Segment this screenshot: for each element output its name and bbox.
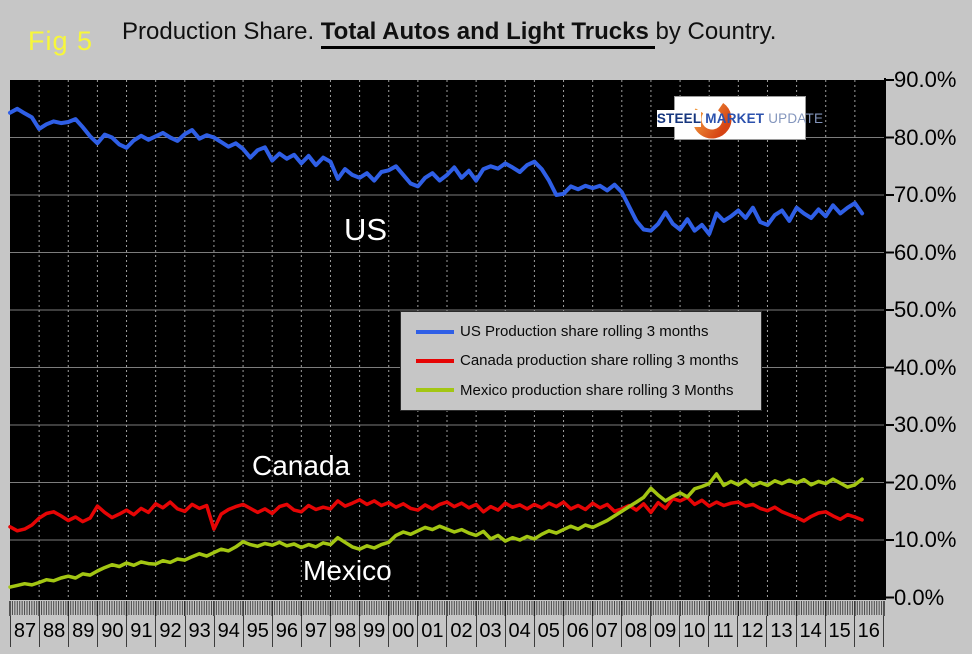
x-tick-label: 98 — [330, 616, 359, 647]
y-tick-label: 80.0% — [894, 124, 957, 150]
x-tick-label: 01 — [417, 616, 446, 647]
chart-title: Production Share. Total Autos and Light … — [122, 18, 777, 49]
legend-line-swatch — [416, 388, 454, 393]
logo-swoosh-icon — [692, 99, 732, 139]
logo-word-update: UPDATE — [768, 110, 824, 126]
y-tick-label: 20.0% — [894, 469, 957, 495]
y-tick-label: 70.0% — [894, 182, 957, 207]
legend: US Production share rolling 3 months Cana… — [400, 311, 762, 411]
y-tick-label: 0.0% — [894, 584, 945, 610]
legend-row: Canada production share rolling 3 months — [416, 352, 761, 369]
legend-line-swatch — [416, 329, 454, 334]
legend-label: US Production share rolling 3 months — [460, 323, 709, 341]
logo-word-steel: STEEL — [656, 109, 702, 127]
x-tick-label: 90 — [97, 616, 126, 647]
title-emphasis: Total Autos and Light Trucks — [320, 18, 656, 49]
series-line-2 — [8, 472, 864, 589]
x-tick-label: 03 — [475, 616, 505, 647]
x-tick-label: 09 — [650, 616, 679, 647]
x-tick-label: 88 — [39, 616, 68, 647]
logo-text: STEEL MARKET UPDATE — [656, 97, 823, 139]
x-tick-label: 96 — [271, 616, 301, 647]
y-tick-label: 10.0% — [894, 527, 957, 552]
smu-logo: STEEL MARKET UPDATE — [656, 96, 823, 140]
x-tick-label: 95 — [242, 616, 272, 647]
x-tick-label: 89 — [68, 616, 97, 647]
x-tick-label: 15 — [824, 616, 854, 647]
x-tick-label: 12 — [737, 616, 766, 647]
x-tick-label: 93 — [184, 616, 214, 647]
series-label-canada: Canada — [252, 450, 351, 481]
x-tick-label: 16 — [853, 616, 884, 647]
legend-label: Mexico production share rolling 3 Months — [460, 381, 734, 399]
y-tick-label: 40.0% — [894, 354, 957, 380]
x-tick-label: 13 — [766, 616, 795, 647]
legend-row: US Production share rolling 3 months — [416, 323, 761, 340]
x-tick-label: 00 — [388, 616, 417, 647]
legend-row: Mexico production share rolling 3 Months — [416, 382, 761, 399]
y-tick-label: 60.0% — [894, 239, 957, 265]
title-prefix: Production Share. — [122, 18, 321, 45]
x-tick-label: 14 — [795, 616, 825, 647]
x-tick-label: 92 — [155, 616, 184, 647]
x-tick-label: 05 — [533, 616, 563, 647]
title-suffix: by Country. — [655, 18, 777, 45]
x-tick-label: 11 — [708, 616, 737, 647]
x-tick-label: 08 — [620, 616, 650, 647]
series-line-1 — [8, 495, 864, 533]
x-tick-label: 99 — [359, 616, 388, 647]
x-tick-label: 97 — [300, 616, 330, 647]
x-tick-label: 02 — [446, 616, 475, 647]
x-tick-label: 06 — [562, 616, 592, 647]
x-tick-label: 04 — [504, 616, 534, 647]
legend-line-swatch — [416, 358, 454, 363]
y-tick-label: 30.0% — [894, 412, 957, 437]
series-label-us: US — [344, 212, 388, 247]
x-tick-label: 94 — [213, 616, 243, 647]
x-tick-label: 07 — [591, 616, 621, 647]
series-line-0 — [8, 106, 865, 237]
x-tick-label: 91 — [126, 616, 155, 647]
x-tick-label: 10 — [679, 616, 708, 647]
figure-number: Fig 5 — [28, 26, 94, 56]
y-tick-label: 50.0% — [894, 297, 957, 322]
legend-label: Canada production share rolling 3 months — [460, 352, 739, 370]
y-tick-label: 90.0% — [894, 67, 957, 92]
x-tick-label: 87 — [10, 616, 39, 647]
logo-word-market: MARKET — [705, 110, 765, 126]
series-label-mexico: Mexico — [303, 555, 392, 586]
x-axis-labels: 87 88 89 90 91 92 93 94 95 96 97 98 99 00 01 02 03 04 05 06… — [10, 616, 884, 647]
